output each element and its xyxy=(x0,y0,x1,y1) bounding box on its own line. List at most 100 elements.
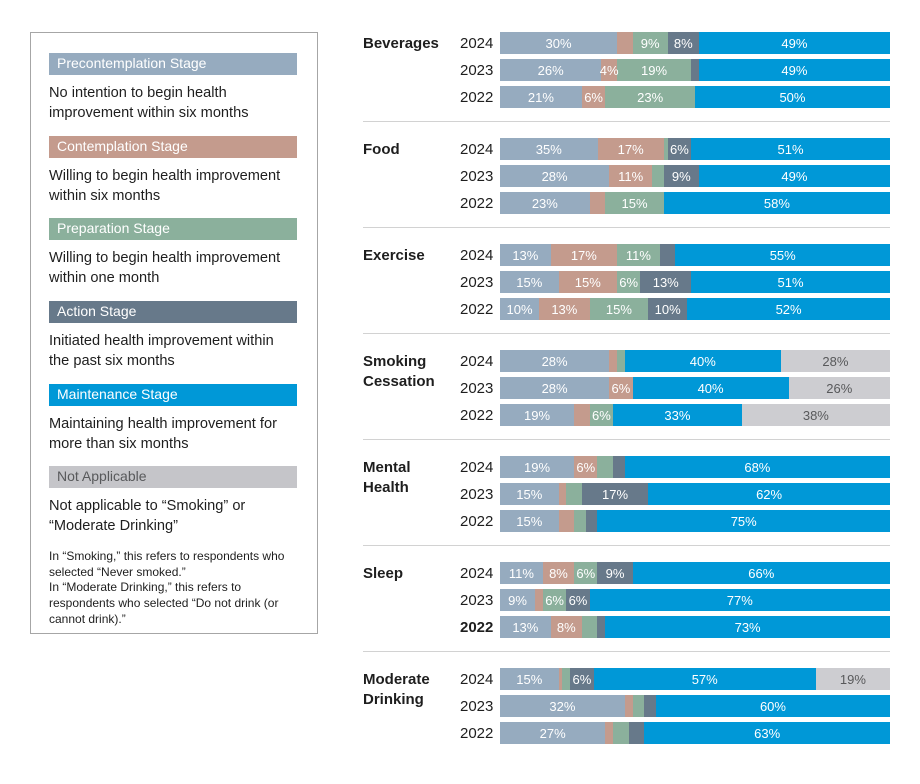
bar-segment-maintenance: 60% xyxy=(655,695,890,717)
segment-label: 8% xyxy=(556,619,576,635)
bar-segment-contemplation xyxy=(609,350,617,372)
category-group: Mental Health 2024 19% 6% 68% 2023 15% 17% 62% 20… xyxy=(363,456,890,546)
bar-segment-contemplation: 4% xyxy=(599,59,619,81)
bar-segment-contemplation: 6% xyxy=(581,86,606,108)
stacked-bar: 28% 11% 9% 49% xyxy=(500,165,890,187)
footnote-smoking: In “Smoking,” this refers to respondents… xyxy=(49,549,285,579)
bar-row: 2022 10% 13% 15% 10% 52% xyxy=(460,298,890,320)
bar-segment-preparation: 6% xyxy=(574,562,598,584)
category-label: Beverages xyxy=(363,35,439,52)
legend-item-precontemplation: Precontemplation Stage No intention to be… xyxy=(49,53,297,124)
segment-label: 52% xyxy=(775,301,802,317)
bar-segment-maintenance: 68% xyxy=(624,456,890,478)
category-rows: 2024 15% 6% 57% 19% 2023 32% 60% 2022 27% 63% xyxy=(460,668,890,744)
bar-segment-precontemplation: 11% xyxy=(500,562,543,584)
bar-segment-precontemplation: 30% xyxy=(500,32,617,54)
segment-label: 6% xyxy=(572,671,592,687)
segment-label: 21% xyxy=(527,89,554,105)
segment-label: 17% xyxy=(570,247,597,263)
category-rows: 2024 28% 40% 28% 2023 28% 6% 40% 26% 2022 19% 6% 33%… xyxy=(460,350,890,426)
bar-segment-precontemplation: 15% xyxy=(500,510,559,532)
segment-label: 4% xyxy=(599,62,619,78)
year-label: 2022 xyxy=(460,724,494,742)
stacked-bar: 35% 17% 6% 51% xyxy=(500,138,890,160)
segment-label: 35% xyxy=(535,141,562,157)
bar-segment-action: 17% xyxy=(581,483,649,505)
year-label: 2024 xyxy=(460,34,494,52)
chart: Beverages 2024 30% 9% 8% 49% 2023 26% 4% 19% 49% 20… xyxy=(363,32,890,757)
stacked-bar: 32% 60% xyxy=(500,695,890,717)
bar-segment-precontemplation: 28% xyxy=(500,350,610,372)
segment-label: 9% xyxy=(508,592,527,608)
bar-row: 2023 28% 11% 9% 49% xyxy=(460,165,890,187)
year-label: 2023 xyxy=(460,273,494,291)
bar-segment-action: 6% xyxy=(667,138,692,160)
category-group: Exercise 2024 13% 17% 11% 55% 2023 15% 15% 6% 13% 5… xyxy=(363,244,890,334)
bar-row: 2022 19% 6% 33% 38% xyxy=(460,404,890,426)
segment-label: 13% xyxy=(512,619,539,635)
segment-label: 63% xyxy=(754,725,781,741)
bar-segment-action xyxy=(628,722,645,744)
category-rows: 2024 35% 17% 6% 51% 2023 28% 11% 9% 49% 2022 23% 15%… xyxy=(460,138,890,214)
stacked-bar: 23% 15% 58% xyxy=(500,192,890,214)
bar-segment-not_applicable: 26% xyxy=(788,377,890,399)
stacked-bar: 15% 15% 6% 13% 51% xyxy=(500,271,890,293)
bar-segment-contemplation xyxy=(558,483,567,505)
stage-description-preparation: Willing to begin health improvement with… xyxy=(49,250,281,287)
bar-segment-action: 6% xyxy=(570,668,594,690)
bar-segment-maintenance: 52% xyxy=(687,298,890,320)
bar-segment-preparation: 6% xyxy=(589,404,614,426)
segment-label: 15% xyxy=(516,274,543,290)
segment-label: 15% xyxy=(516,671,543,687)
bar-row: 2022 13% 8% 73% xyxy=(460,616,890,638)
legend-item-action: Action Stage Initiated health improvement… xyxy=(49,301,297,372)
bar-segment-action xyxy=(585,510,598,532)
year-label: 2022 xyxy=(460,618,494,636)
bar-segment-maintenance: 51% xyxy=(691,138,890,160)
segment-label: 30% xyxy=(545,35,572,51)
stacked-bar: 9% 6% 6% 77% xyxy=(500,589,890,611)
category-rows: 2024 13% 17% 11% 55% 2023 15% 15% 6% 13% 51% 2022 10… xyxy=(460,244,890,320)
bar-row: 2023 28% 6% 40% 26% xyxy=(460,377,890,399)
bar-row: 2024 19% 6% 68% xyxy=(460,456,890,478)
segment-label: 28% xyxy=(541,353,568,369)
stage-description-maintenance: Maintaining health improvement for more … xyxy=(49,415,277,452)
bar-segment-action: 9% xyxy=(663,165,699,187)
year-label: 2022 xyxy=(460,300,494,318)
bar-segment-precontemplation: 9% xyxy=(500,589,536,611)
bar-segment-maintenance: 49% xyxy=(698,165,890,187)
bar-segment-preparation xyxy=(616,350,625,372)
bar-segment-contemplation xyxy=(589,192,606,214)
segment-label: 8% xyxy=(549,565,568,581)
year-label: 2023 xyxy=(460,591,494,609)
segment-label: 15% xyxy=(516,486,543,502)
segment-label: 13% xyxy=(551,301,578,317)
bar-segment-action xyxy=(691,59,699,81)
segment-label: 6% xyxy=(611,380,631,396)
bar-segment-action: 6% xyxy=(566,589,590,611)
bar-segment-contemplation: 15% xyxy=(558,271,617,293)
segment-label: 49% xyxy=(781,35,808,51)
bar-segment-preparation: 15% xyxy=(589,298,649,320)
bar-row: 2022 23% 15% 58% xyxy=(460,192,890,214)
segment-label: 6% xyxy=(545,592,564,608)
bar-segment-maintenance: 50% xyxy=(694,86,890,108)
bar-segment-contemplation: 17% xyxy=(550,244,617,266)
segment-label: 28% xyxy=(541,168,568,184)
bar-segment-not_applicable: 19% xyxy=(815,668,890,690)
segment-label: 57% xyxy=(691,671,718,687)
category-group: Sleep 2024 11% 8% 6% 9% 66% 2023 9% 6% 6% 77% 2022 13… xyxy=(363,562,890,652)
category-label: Exercise xyxy=(363,247,425,264)
stage-header-maintenance: Maintenance Stage xyxy=(49,383,297,406)
bar-segment-action: 13% xyxy=(640,271,692,293)
segment-label: 10% xyxy=(506,301,533,317)
segment-label: 8% xyxy=(673,35,693,51)
segment-label: 51% xyxy=(777,274,804,290)
segment-label: 51% xyxy=(777,141,804,157)
segment-label: 19% xyxy=(524,459,551,475)
segment-label: 68% xyxy=(744,459,771,475)
segment-label: 10% xyxy=(654,301,681,317)
year-label: 2024 xyxy=(460,564,494,582)
segment-label: 19% xyxy=(524,407,551,423)
bar-segment-maintenance: 49% xyxy=(698,32,890,54)
